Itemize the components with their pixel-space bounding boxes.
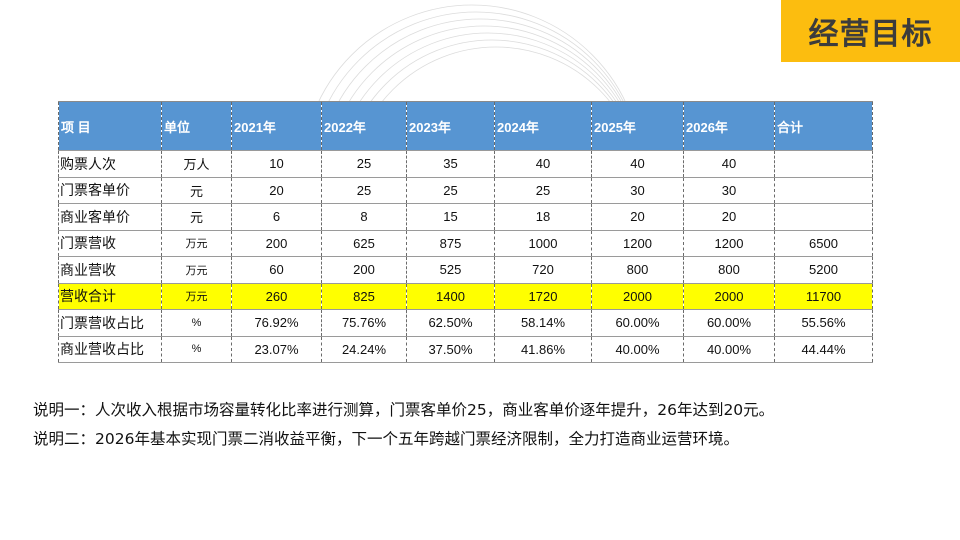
table-row: 门票营收 万元 200 625 875 1000 1200 1200 6500 [58, 229, 873, 257]
cell: 60.00% [591, 309, 684, 337]
cell: 825 [321, 282, 407, 310]
header-2023: 2023年 [406, 101, 495, 151]
cell: 25 [494, 176, 592, 204]
table-row: 门票营收占比 % 76.92% 75.76% 62.50% 58.14% 60.… [58, 309, 873, 337]
cell: 625 [321, 229, 407, 257]
row-unit: 元 [161, 176, 232, 204]
cell: 76.92% [231, 309, 322, 337]
business-goals-table: 项 目 单位 2021年 2022年 2023年 2024年 2025年 202… [58, 101, 873, 363]
cell: 800 [591, 256, 684, 284]
page-title: 经营目标 [808, 17, 933, 52]
row-label: 营收合计 [58, 282, 162, 310]
cell: 25 [321, 176, 407, 204]
table-header-row: 项 目 单位 2021年 2022年 2023年 2024年 2025年 202… [58, 101, 873, 151]
cell: 875 [406, 229, 495, 257]
row-label: 门票营收占比 [58, 309, 162, 337]
row-label: 商业营收占比 [58, 335, 162, 363]
row-label: 商业客单价 [58, 203, 162, 231]
table-row: 商业营收 万元 60 200 525 720 800 800 5200 [58, 256, 873, 284]
table-row: 商业客单价 元 6 8 15 18 20 20 [58, 203, 873, 231]
header-total: 合计 [774, 101, 873, 151]
table-row: 商业营收占比 % 23.07% 24.24% 37.50% 41.86% 40.… [58, 335, 873, 363]
cell: 75.76% [321, 309, 407, 337]
table-row: 门票客单价 元 20 25 25 25 30 30 [58, 176, 873, 204]
cell: 10 [231, 150, 322, 178]
cell: 41.86% [494, 335, 592, 363]
header-2021: 2021年 [231, 101, 322, 151]
row-unit: % [161, 309, 232, 337]
row-unit: 万人 [161, 150, 232, 178]
cell [774, 150, 873, 178]
note-1: 说明一：人次收入根据市场容量转化比率进行测算，门票客单价25，商业客单价逐年提升… [33, 401, 775, 419]
cell: 6500 [774, 229, 873, 257]
cell: 11700 [774, 282, 873, 310]
cell: 1720 [494, 282, 592, 310]
note-2: 说明二：2026年基本实现门票二消收益平衡，下一个五年跨越门票经济限制，全力打造… [33, 430, 739, 448]
cell: 6 [231, 203, 322, 231]
cell: 200 [231, 229, 322, 257]
title-badge: 经营目标 [781, 0, 960, 62]
cell: 2000 [683, 282, 775, 310]
header-2024: 2024年 [494, 101, 592, 151]
cell: 55.56% [774, 309, 873, 337]
notes: 说明一：人次收入根据市场容量转化比率进行测算，门票客单价25，商业客单价逐年提升… [33, 396, 774, 454]
row-label: 商业营收 [58, 256, 162, 284]
cell: 1200 [591, 229, 684, 257]
cell: 800 [683, 256, 775, 284]
cell: 40.00% [591, 335, 684, 363]
cell: 24.24% [321, 335, 407, 363]
cell: 25 [321, 150, 407, 178]
cell: 18 [494, 203, 592, 231]
cell: 44.44% [774, 335, 873, 363]
cell: 40.00% [683, 335, 775, 363]
cell: 2000 [591, 282, 684, 310]
cell: 5200 [774, 256, 873, 284]
row-unit: 万元 [161, 256, 232, 284]
cell: 23.07% [231, 335, 322, 363]
row-unit: % [161, 335, 232, 363]
cell: 40 [683, 150, 775, 178]
cell: 1000 [494, 229, 592, 257]
cell: 30 [683, 176, 775, 204]
cell: 60.00% [683, 309, 775, 337]
cell: 30 [591, 176, 684, 204]
cell: 60 [231, 256, 322, 284]
row-label: 购票人次 [58, 150, 162, 178]
cell: 40 [494, 150, 592, 178]
cell: 25 [406, 176, 495, 204]
cell: 62.50% [406, 309, 495, 337]
cell: 15 [406, 203, 495, 231]
row-unit: 万元 [161, 229, 232, 257]
cell: 200 [321, 256, 407, 284]
cell: 35 [406, 150, 495, 178]
header-2022: 2022年 [321, 101, 407, 151]
cell: 37.50% [406, 335, 495, 363]
cell: 525 [406, 256, 495, 284]
cell: 8 [321, 203, 407, 231]
header-item: 项 目 [58, 101, 162, 151]
header-unit: 单位 [161, 101, 232, 151]
cell [774, 203, 873, 231]
header-2025: 2025年 [591, 101, 684, 151]
cell: 20 [231, 176, 322, 204]
row-label: 门票营收 [58, 229, 162, 257]
cell: 1200 [683, 229, 775, 257]
cell: 20 [591, 203, 684, 231]
cell: 58.14% [494, 309, 592, 337]
cell: 40 [591, 150, 684, 178]
table-row: 购票人次 万人 10 25 35 40 40 40 [58, 150, 873, 178]
row-label: 门票客单价 [58, 176, 162, 204]
cell: 720 [494, 256, 592, 284]
cell: 1400 [406, 282, 495, 310]
cell: 20 [683, 203, 775, 231]
table-row-total-revenue: 营收合计 万元 260 825 1400 1720 2000 2000 1170… [58, 282, 873, 310]
header-2026: 2026年 [683, 101, 775, 151]
row-unit: 万元 [161, 282, 232, 310]
cell: 260 [231, 282, 322, 310]
cell [774, 176, 873, 204]
row-unit: 元 [161, 203, 232, 231]
